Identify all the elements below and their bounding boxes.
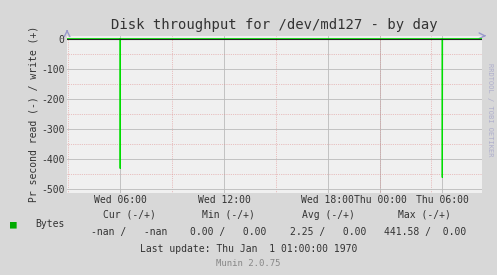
Text: Last update: Thu Jan  1 01:00:00 1970: Last update: Thu Jan 1 01:00:00 1970 bbox=[140, 244, 357, 254]
Text: Avg (-/+): Avg (-/+) bbox=[302, 210, 354, 219]
Text: Cur (-/+): Cur (-/+) bbox=[103, 210, 156, 219]
Text: RRDTOOL / TOBI OETIKER: RRDTOOL / TOBI OETIKER bbox=[487, 63, 493, 157]
Title: Disk throughput for /dev/md127 - by day: Disk throughput for /dev/md127 - by day bbox=[111, 18, 438, 32]
Text: ■: ■ bbox=[10, 219, 17, 229]
Text: 441.58 /  0.00: 441.58 / 0.00 bbox=[384, 227, 466, 237]
Text: 0.00 /   0.00: 0.00 / 0.00 bbox=[190, 227, 267, 237]
Text: Min (-/+): Min (-/+) bbox=[202, 210, 255, 219]
Text: Bytes: Bytes bbox=[35, 219, 64, 229]
Text: Munin 2.0.75: Munin 2.0.75 bbox=[216, 260, 281, 268]
Text: Max (-/+): Max (-/+) bbox=[399, 210, 451, 219]
Y-axis label: Pr second read (-) / write (+): Pr second read (-) / write (+) bbox=[28, 26, 38, 202]
Text: 2.25 /   0.00: 2.25 / 0.00 bbox=[290, 227, 366, 237]
Text: -nan /   -nan: -nan / -nan bbox=[91, 227, 167, 237]
